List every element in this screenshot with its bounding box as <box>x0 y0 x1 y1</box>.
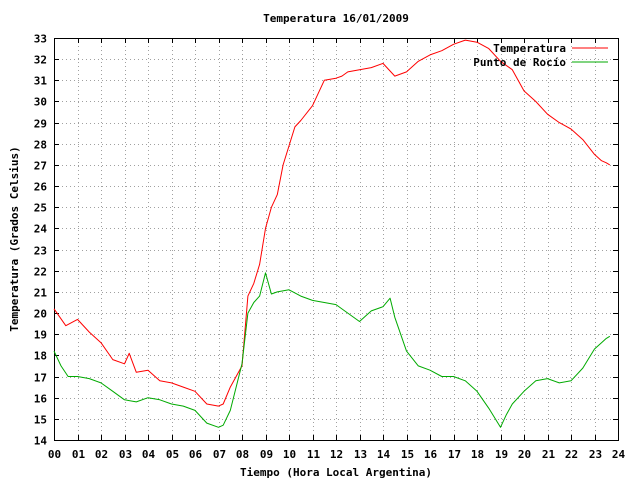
series <box>53 39 611 428</box>
y-tick-label: 19 <box>34 329 47 342</box>
y-tick-label: 31 <box>34 75 48 88</box>
x-tick-label: 02 <box>95 448 108 461</box>
y-tick-label: 18 <box>34 350 47 363</box>
y-tick-label: 17 <box>34 372 47 385</box>
plot-frame <box>54 38 619 441</box>
x-tick-label: 01 <box>72 448 86 461</box>
x-tick-labels: 00 01 02 03 04 05 06 07 08 09 10 11 12 13 14 15 16 17 18 19… <box>48 448 626 461</box>
x-tick-label: 19 <box>495 448 508 461</box>
x-tick-label: 22 <box>565 448 578 461</box>
x-tick-label: 17 <box>448 448 461 461</box>
legend: Temperatura Punto de Rocío <box>473 42 608 69</box>
y-tick-label: 25 <box>34 202 47 215</box>
x-tick-label: 24 <box>612 448 626 461</box>
y-tick-label: 20 <box>34 308 47 321</box>
x-tick-label: 10 <box>283 448 296 461</box>
y-tick-label: 30 <box>34 96 47 109</box>
y-tick-label: 32 <box>34 54 47 67</box>
x-tick-label: 07 <box>213 448 226 461</box>
x-tick-label: 16 <box>424 448 438 461</box>
x-tick-label: 11 <box>307 448 321 461</box>
x-tick-label: 00 <box>48 448 61 461</box>
y-tick-label: 29 <box>34 118 47 131</box>
y-tick-label: 23 <box>34 245 47 258</box>
grid <box>54 38 618 440</box>
series-line-temperatura <box>53 39 611 407</box>
y-tick-label: 21 <box>34 287 48 300</box>
x-tick-label: 18 <box>471 448 484 461</box>
series-line-punto-de-rocio <box>53 272 611 428</box>
y-tick-label: 15 <box>34 414 47 427</box>
x-tick-label: 05 <box>166 448 179 461</box>
y-tick-label: 26 <box>34 181 48 194</box>
y-tick-label: 28 <box>34 139 47 152</box>
y-tick-label: 33 <box>34 33 47 46</box>
y-tick-label: 24 <box>34 223 48 236</box>
y-tick-labels: 14 15 16 17 18 19 20 21 22 23 24 25 26 27 28 29 30 31 32 33 <box>34 33 48 448</box>
legend-label-temperatura: Temperatura <box>493 42 566 55</box>
x-tick-label: 20 <box>518 448 531 461</box>
y-tick-label: 22 <box>34 266 47 279</box>
x-tick-label: 14 <box>377 448 391 461</box>
x-tick-label: 15 <box>401 448 414 461</box>
legend-label-punto-de-rocio: Punto de Rocío <box>473 56 566 69</box>
y-tick-label: 27 <box>34 160 47 173</box>
x-tick-label: 06 <box>189 448 203 461</box>
x-tick-label: 08 <box>236 448 249 461</box>
x-tick-label: 13 <box>354 448 367 461</box>
y-tick-label: 16 <box>34 393 48 406</box>
y-axis-title: Temperatura (Grados Celsius) <box>8 146 21 331</box>
x-tick-label: 03 <box>119 448 132 461</box>
chart-title: Temperatura 16/01/2009 <box>263 12 409 25</box>
x-tick-label: 12 <box>330 448 343 461</box>
x-tick-label: 21 <box>542 448 556 461</box>
x-tick-label: 23 <box>589 448 602 461</box>
y-tick-label: 14 <box>34 435 48 448</box>
x-tick-label: 09 <box>260 448 273 461</box>
x-tick-label: 04 <box>142 448 156 461</box>
x-axis-title: Tiempo (Hora Local Argentina) <box>240 466 432 479</box>
